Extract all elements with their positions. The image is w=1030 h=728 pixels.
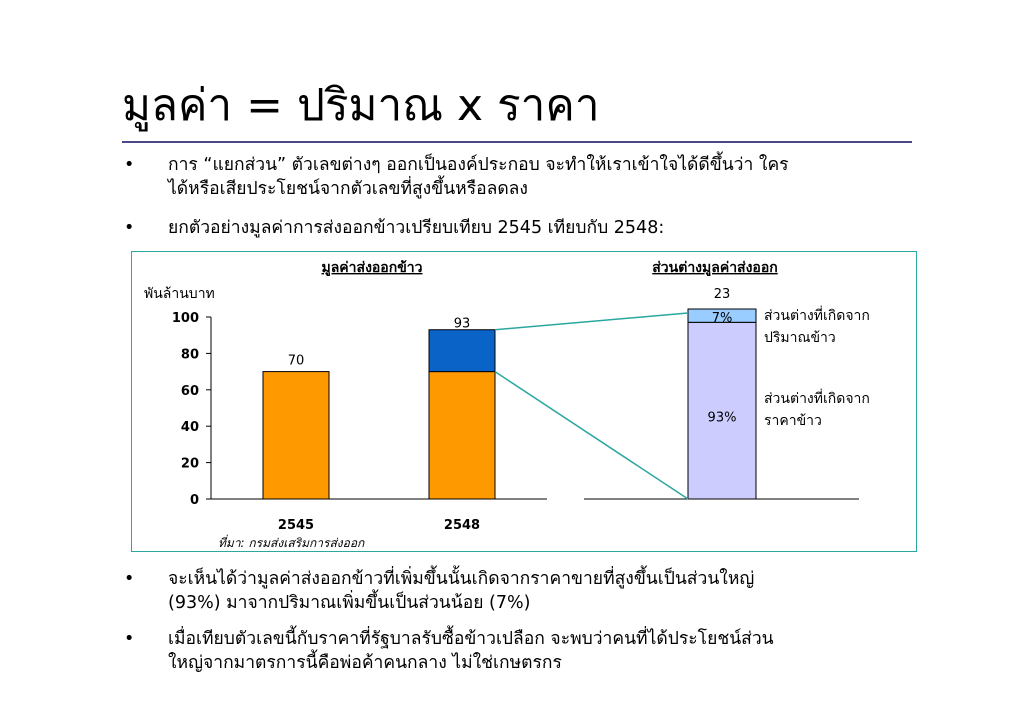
bullet-2-line-1: ยกตัวอย่างมูลค่าการส่งออกข้าวเปรียบเทียบ… xyxy=(168,218,665,238)
difference-segment-name-1: ส่วนต่างที่เกิดจาก xyxy=(764,389,870,407)
y-tick-label: 80 xyxy=(181,347,199,362)
bullet-marker: • xyxy=(124,155,135,175)
y-tick-label: 20 xyxy=(181,457,199,472)
difference-segment-1 xyxy=(687,321,757,500)
bullet-marker: • xyxy=(124,569,135,589)
bullet-1-line-1: การ “แยกส่วน” ตัวเลขต่างๆ ออกเป็นองค์ประ… xyxy=(168,155,789,175)
bullet-4: • เมื่อเทียบตัวเลขนี้กับราคาที่รัฐบาลรับ… xyxy=(124,627,904,675)
bar-2545-series-1 xyxy=(262,371,330,500)
bullet-3: • จะเห็นได้ว่ามูลค่าส่งออกข้าวที่เพิ่มขึ… xyxy=(124,567,904,615)
bullet-3-line-1: จะเห็นได้ว่ามูลค่าส่งออกข้าวที่เพิ่มขึ้น… xyxy=(168,569,755,589)
bullet-marker: • xyxy=(124,629,135,649)
y-tick-label: 40 xyxy=(181,420,199,435)
y-axis-label: พันล้านบาท xyxy=(144,286,215,302)
difference-segment-label-1: 93% xyxy=(708,410,737,425)
difference-segment-2 xyxy=(687,308,757,323)
data-label-2548: 93 xyxy=(454,317,471,332)
chart-title-difference: ส่วนต่างมูลค่าส่งออก xyxy=(652,260,777,276)
bullet-4-line-1: เมื่อเทียบตัวเลขนี้กับราคาที่รัฐบาลรับซื… xyxy=(168,629,774,649)
title-divider xyxy=(122,141,912,143)
chart-title-export-value: มูลค่าส่งออกข้าว xyxy=(321,260,422,276)
connector-line-bottom xyxy=(494,370,689,500)
difference-total-label: 23 xyxy=(714,287,731,302)
data-label-2545: 70 xyxy=(288,354,305,369)
bullet-3-line-2: (93%) มาจากปริมาณเพิ่มขึ้นเป็นส่วนน้อย (… xyxy=(168,593,531,613)
bullet-1: • การ “แยกส่วน” ตัวเลขต่างๆ ออกเป็นองค์ป… xyxy=(124,153,904,201)
bullet-2: • ยกตัวอย่างมูลค่าการส่งออกข้าวเปรียบเที… xyxy=(124,216,904,240)
x-tick-label-2545: 2545 xyxy=(278,518,314,533)
bullet-4-line-2: ใหญ่จากมาตรการนี้คือพ่อค้าคนกลาง ไม่ใช่เ… xyxy=(168,653,562,673)
source-note: ที่มา: กรมส่งเสริมการส่งออก xyxy=(218,534,365,550)
bullet-1-line-2: ได้หรือเสียประโยชน์จากตัวเลขที่สูงขึ้นหร… xyxy=(168,179,528,199)
connector-line-top xyxy=(494,312,689,331)
y-tick-label: 100 xyxy=(172,311,199,326)
difference-segment-name-1: ราคาข้าว xyxy=(764,413,822,429)
slide-title: มูลค่า = ปริมาณ x ราคา xyxy=(122,80,600,131)
difference-segment-label-2: 7% xyxy=(712,311,733,326)
bullet-marker: • xyxy=(124,218,135,238)
y-tick-label: 60 xyxy=(181,384,199,399)
bar-2548-series-1 xyxy=(428,371,496,500)
difference-segment-name-2: ส่วนต่างที่เกิดจาก xyxy=(764,306,870,324)
x-tick-label-2548: 2548 xyxy=(444,518,480,533)
chart-panel: มูลค่าส่งออกข้าว ส่วนต่างมูลค่าส่งออกพันล… xyxy=(131,251,917,552)
difference-segment-name-2: ปริมาณข้าว xyxy=(764,330,836,346)
bar-2548-series-2 xyxy=(428,329,496,373)
export-charts: มูลค่าส่งออกข้าว ส่วนต่างมูลค่าส่งออกพันล… xyxy=(144,260,870,550)
y-tick-label: 0 xyxy=(190,493,199,508)
